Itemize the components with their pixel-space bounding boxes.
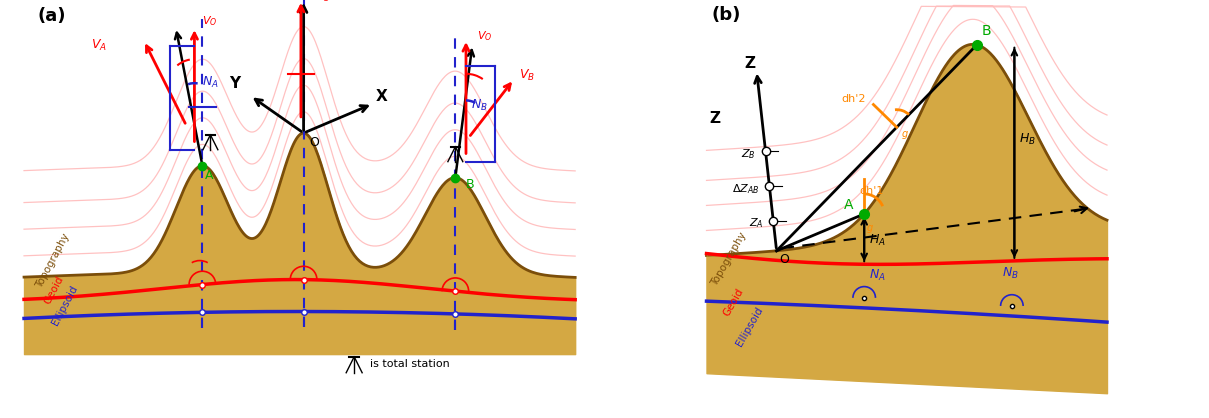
Text: $N_B$: $N_B$	[1002, 266, 1019, 281]
Text: is total station: is total station	[370, 359, 450, 370]
Text: dh'1: dh'1	[860, 186, 884, 196]
Text: g: g	[867, 224, 873, 234]
Text: X: X	[376, 89, 387, 104]
Text: $Z_A$: $Z_A$	[748, 217, 763, 230]
Text: $N_A$: $N_A$	[202, 75, 219, 90]
Text: B: B	[465, 178, 475, 191]
Text: A: A	[206, 169, 214, 182]
Text: Ellipsoid: Ellipsoid	[734, 305, 764, 348]
Text: Z: Z	[285, 0, 296, 3]
Text: (b): (b)	[712, 6, 741, 24]
Text: (a): (a)	[37, 7, 65, 25]
Text: $V_O$: $V_O$	[202, 15, 218, 28]
Text: $Z_B$: $Z_B$	[741, 147, 756, 161]
Text: $H_B$: $H_B$	[1019, 132, 1036, 147]
Text: A: A	[844, 198, 854, 212]
Text: Ellipsoid: Ellipsoid	[51, 284, 80, 327]
Text: Z: Z	[708, 111, 721, 126]
Text: $V_B$: $V_B$	[519, 68, 536, 83]
Text: $H_A$: $H_A$	[869, 233, 886, 248]
Text: B: B	[982, 24, 991, 38]
Text: $N_B$: $N_B$	[472, 97, 488, 112]
Text: dh'2: dh'2	[841, 94, 866, 104]
Text: $N_A$: $N_A$	[869, 268, 886, 283]
Text: $V_A$: $V_A$	[91, 38, 106, 53]
Text: g: g	[902, 129, 908, 139]
Text: O: O	[310, 136, 319, 149]
Text: Z: Z	[744, 56, 756, 71]
Text: $V_O$: $V_O$	[314, 0, 331, 4]
Text: Geoid: Geoid	[42, 275, 65, 306]
Text: $V_O$: $V_O$	[476, 29, 492, 43]
Text: Topography: Topography	[708, 230, 748, 288]
Text: Geoid: Geoid	[722, 286, 746, 318]
Text: Y: Y	[229, 76, 241, 91]
Text: $\Delta Z_{AB}$: $\Delta Z_{AB}$	[731, 182, 759, 196]
Text: O: O	[779, 253, 789, 266]
Text: Topography: Topography	[35, 232, 73, 290]
